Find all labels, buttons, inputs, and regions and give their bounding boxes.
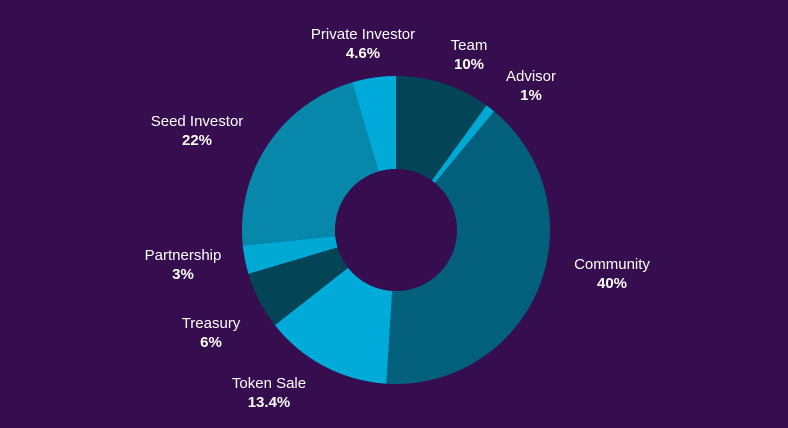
donut-hole — [335, 169, 457, 291]
label-treasury-value: 6% — [200, 334, 222, 351]
label-seed-investor-name: Seed Investor — [150, 113, 244, 130]
label-partnership: Partnership 3% — [145, 246, 222, 284]
label-community-name: Community — [574, 256, 650, 273]
label-token-sale: Token Sale 13.4% — [232, 374, 306, 412]
slice-team — [396, 76, 487, 181]
label-token-sale-value: 13.4% — [247, 394, 291, 411]
slice-advisor — [431, 105, 495, 183]
slice-partnership — [242, 236, 338, 274]
slice-community — [386, 111, 550, 385]
slice-seed-investor — [242, 82, 379, 246]
label-token-sale-name: Token Sale — [231, 375, 307, 392]
label-partnership-name: Partnership — [144, 247, 222, 264]
label-community-value: 40% — [596, 275, 628, 292]
label-advisor-value: 1% — [520, 87, 542, 104]
slice-token-sale — [274, 267, 393, 384]
label-private-investor-value: 4.6% — [345, 45, 381, 62]
slice-private-investor — [352, 76, 396, 172]
label-seed-investor: Seed Investor 22% — [151, 112, 244, 150]
label-treasury-name: Treasury — [181, 315, 241, 332]
label-community: Community 40% — [574, 255, 650, 293]
label-partnership-value: 3% — [172, 266, 194, 283]
label-advisor-name: Advisor — [505, 68, 557, 85]
slice-treasury — [248, 247, 349, 326]
label-team-value: 10% — [453, 56, 485, 73]
label-advisor: Advisor 1% — [506, 67, 556, 105]
label-seed-investor-value: 22% — [181, 132, 213, 149]
label-private-investor: Private Investor 4.6% — [311, 25, 415, 63]
label-treasury: Treasury 6% — [182, 314, 241, 352]
label-team: Team 10% — [451, 36, 488, 74]
label-private-investor-name: Private Investor — [310, 26, 416, 43]
label-team-name: Team — [450, 37, 488, 54]
